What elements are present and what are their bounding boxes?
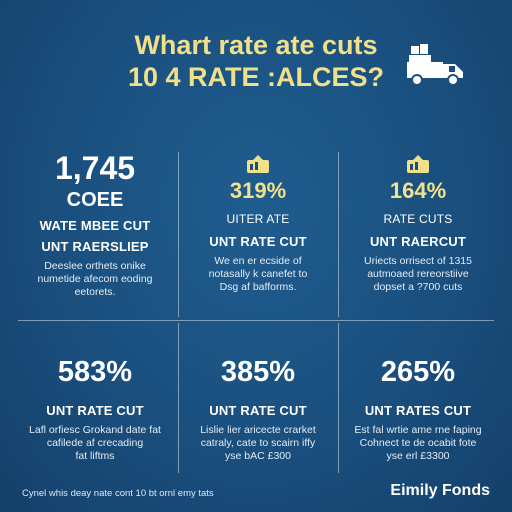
stat-card: 583% UNT RATE CUT Lafl orfiesc Grokand d… xyxy=(20,356,170,463)
stat-description: Lafl orfiesc Grokand date fat cafilede a… xyxy=(29,424,161,462)
stat-card: 385% UNT RATE CUT Lislie lier aricecte c… xyxy=(182,356,334,463)
stat-value: 265% xyxy=(380,356,456,388)
stat-label: UNT RATE CUT xyxy=(209,403,307,418)
stat-value: 1,745 xyxy=(54,150,136,186)
footer-note: Cynel whis deay nate cont 10 bt ornl emy… xyxy=(22,488,214,499)
brand-name: Eimily Fonds xyxy=(390,482,490,499)
stat-label: RATE CUTS xyxy=(383,212,453,226)
chart-icon xyxy=(407,155,429,173)
stat-description: Uriects orrisect of 1315 autmoaed rereor… xyxy=(364,255,472,293)
stat-card: 265% UNT RATES CUT Est fal wrtie ame rne… xyxy=(342,356,494,463)
stat-value: 583% xyxy=(57,356,133,388)
grid-divider xyxy=(18,320,494,321)
stat-label: WATE MBEE CUT xyxy=(39,218,151,233)
stat-value: 319% xyxy=(229,178,287,203)
stat-label: UNT RAERCUT xyxy=(369,234,467,249)
stat-value: 164% xyxy=(389,178,447,203)
stat-description: Deeslee orthets onike numetide afecom eo… xyxy=(37,260,153,298)
stat-label: UNT RATE CUT xyxy=(209,234,307,249)
grid-divider xyxy=(338,152,339,317)
grid-divider xyxy=(178,152,179,317)
stat-value: 385% xyxy=(220,356,296,388)
stat-description: We en er ecside of notasally k canefet t… xyxy=(208,255,308,293)
stat-label: UNT RAERSLIEP xyxy=(41,239,149,254)
stat-label: UITER ATE xyxy=(226,212,290,226)
chart-icon xyxy=(247,155,269,173)
stat-description: Lislie lier aricecte crarket catraly, ca… xyxy=(200,424,316,462)
stat-value-label: COEE xyxy=(66,189,124,211)
grid-divider xyxy=(178,323,179,473)
grid-divider xyxy=(338,323,339,473)
page-subtitle: 10 4 RATE :ALCES? xyxy=(127,62,385,92)
page-title: Whart rate ate cuts xyxy=(134,30,378,60)
stat-card: 164% RATE CUTS UNT RAERCUT Uriects orris… xyxy=(342,154,494,294)
truck-icon xyxy=(407,44,463,86)
stat-label: UNT RATE CUT xyxy=(46,403,144,418)
stat-label: UNT RATES CUT xyxy=(364,403,472,418)
stat-description: Est fal wrtie ame rne faping Cohnect te … xyxy=(354,424,482,462)
stat-card: 319% UITER ATE UNT RATE CUT We en er ecs… xyxy=(182,154,334,294)
stat-card: 1,745 COEE WATE MBEE CUT UNT RAERSLIEP D… xyxy=(20,150,170,299)
